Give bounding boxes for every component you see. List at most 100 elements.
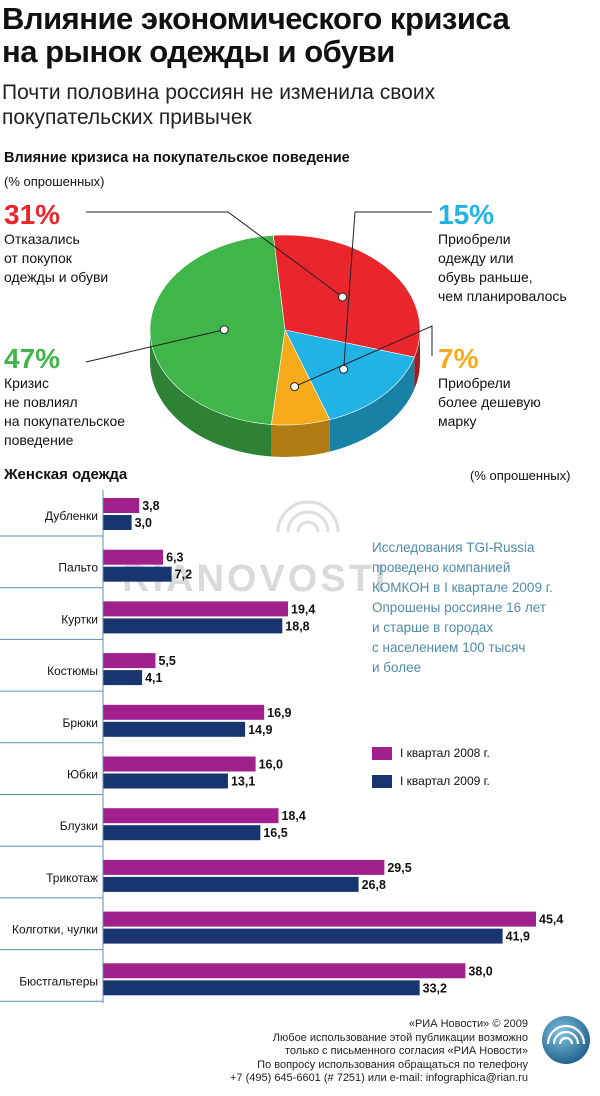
pie-label-cheaper-brand: 7% Приобрели более дешевую марку xyxy=(438,344,541,431)
pie-text-cheaper-brand: Приобрели более дешевую марку xyxy=(438,374,541,431)
pie-leader-line xyxy=(86,211,343,298)
pie-chart xyxy=(85,211,433,457)
bar-2008 xyxy=(103,704,265,720)
bar-chart-title: Женская одежда xyxy=(4,466,128,483)
pie-leader-dot xyxy=(290,382,300,392)
bar-value-label-2008: 18,4 xyxy=(281,809,305,823)
pie-slice-side xyxy=(271,419,330,457)
bar-value-label-2008: 3,8 xyxy=(142,499,159,513)
bar-category-label: Пальто xyxy=(58,561,98,575)
pie-slice-side xyxy=(329,357,415,452)
bar-chart-unit: (% опрошенных) xyxy=(470,468,571,483)
pie-text-line: Приобрели xyxy=(438,231,511,247)
pie-chart-title: Влияние кризиса на покупательское поведе… xyxy=(4,150,350,166)
bar-2008 xyxy=(103,911,536,927)
bar-2008 xyxy=(103,756,256,772)
bar-category-label: Юбки xyxy=(67,768,98,782)
bar-2008 xyxy=(103,859,385,875)
pie-leader-line xyxy=(343,211,432,370)
pie-text-line: одежды и обуви xyxy=(4,269,109,285)
pie-text-line: на покупательское xyxy=(4,413,126,429)
bar-value-label-2009: 33,2 xyxy=(423,981,447,995)
note-line: и более xyxy=(372,660,422,675)
bar-value-label-2008: 19,4 xyxy=(291,602,315,616)
bar-value-label-2008: 29,5 xyxy=(387,861,411,875)
bar-value-label-2009: 41,9 xyxy=(506,930,530,944)
bar-category-label: Колготки, чулки xyxy=(12,923,98,937)
pie-leader-line xyxy=(85,329,225,363)
bar-value-label-2009: 16,5 xyxy=(263,826,287,840)
pie-text-line: марку xyxy=(438,413,477,429)
note-line: с населением 100 тысяч xyxy=(372,640,526,655)
bar-category-label: Брюки xyxy=(62,716,98,730)
bar-value-label-2008: 16,0 xyxy=(259,758,283,772)
legend-swatch-2009 xyxy=(372,774,392,788)
bar-2009 xyxy=(103,618,283,634)
bar-category-label: Бюстгальтеры xyxy=(19,974,98,988)
pie-leader-dot xyxy=(219,325,229,335)
legend-label-2009: I квартал 2009 г. xyxy=(400,774,490,788)
bar-category-label: Костюмы xyxy=(47,664,98,678)
note-line: и старше в городах xyxy=(372,620,494,635)
pie-text-bought-earlier: Приобрели одежду или обувь раньше, чем п… xyxy=(438,230,567,306)
pie-text-line: обувь раньше, xyxy=(438,269,533,285)
pie-leader-line xyxy=(294,325,433,388)
note-line: Исследования TGI-Russia xyxy=(372,540,535,555)
pie-value-cheaper-brand: 7% xyxy=(438,343,479,374)
bar-category-label: Дубленки xyxy=(45,509,98,523)
bar-category-label: Блузки xyxy=(60,819,98,833)
pie-value-no-effect: 47% xyxy=(4,343,61,374)
footer-line: только с письменного согласия «РИА Новос… xyxy=(285,1045,528,1057)
pie-text-line: Отказались xyxy=(4,231,80,247)
survey-note: Исследования TGI-Russia проведено компан… xyxy=(372,538,597,678)
pie-text-line: Приобрели xyxy=(438,375,511,391)
bar-2008 xyxy=(103,963,466,979)
page-title: Влияние экономического кризиса на рынок … xyxy=(2,2,598,68)
pie-label-no-effect: 47% Кризис не повлиял на покупательское … xyxy=(4,344,125,450)
pie-chart-unit: (% опрошенных) xyxy=(4,174,105,189)
legend-item-2009: I квартал 2009 г. xyxy=(372,774,490,788)
pie-text-line: поведение xyxy=(4,432,74,448)
pie-value-bought-earlier: 15% xyxy=(438,199,495,230)
pie-text-line: Кризис xyxy=(4,375,50,391)
legend-label-2008: I квартал 2008 г. xyxy=(400,746,490,760)
subtitle-line-2: покупательских привычек xyxy=(2,106,252,129)
bar-chart: 3,8 3,0 Дубленки 6,3 7,2 Пальто 19,4 18,8 Куртки… xyxy=(0,490,563,1003)
bar-value-label-2008: 38,0 xyxy=(468,964,492,978)
bar-value-label-2009: 13,1 xyxy=(231,775,255,789)
bar-2008 xyxy=(103,808,279,824)
pie-text-no-effect: Кризис не повлиял на покупательское пове… xyxy=(4,374,125,450)
pie-label-refused: 31% Отказались от покупок одежды и обуви xyxy=(4,200,108,287)
legend-item-2008: I квартал 2008 г. xyxy=(372,746,490,760)
pie-text-line: не повлиял xyxy=(4,394,78,410)
pie-slice xyxy=(284,329,415,420)
bar-2008 xyxy=(103,549,164,565)
bar-category-label: Трикотаж xyxy=(46,871,98,885)
note-line: Опрошены россияне 16 лет xyxy=(372,600,547,615)
pie-slice xyxy=(149,235,286,425)
subtitle-line-1: Почти половина россиян не изменила своих xyxy=(2,81,436,104)
pie-text-line: более дешевую xyxy=(438,394,541,410)
note-line: КОМКОН в I квартале 2009 г. xyxy=(372,580,553,595)
bar-2009 xyxy=(103,928,503,944)
bar-2009 xyxy=(103,876,359,892)
ria-logo-icon xyxy=(542,1016,590,1064)
bar-value-label-2008: 16,9 xyxy=(267,706,291,720)
bar-value-label-2008: 45,4 xyxy=(539,913,563,927)
bar-value-label-2009: 7,2 xyxy=(175,568,192,582)
footer-line: По вопросу использования обращаться по т… xyxy=(257,1058,528,1071)
footer-line: Любое использование этой публикации возм… xyxy=(272,1031,528,1044)
bar-value-label-2008: 6,3 xyxy=(166,551,183,565)
bar-value-label-2009: 3,0 xyxy=(135,516,152,530)
bar-2009 xyxy=(103,515,132,530)
bar-category-label: Куртки xyxy=(61,612,98,626)
legend-swatch-2008 xyxy=(372,746,392,760)
title-line-1: Влияние экономического кризиса xyxy=(2,1,510,36)
pie-text-line: одежду или xyxy=(438,250,514,266)
footer-line: +7 (495) 645-6601 (# 7251) или e-mail: i… xyxy=(229,1072,528,1084)
bar-2008 xyxy=(103,653,156,669)
watermark-logo-icon xyxy=(276,500,340,533)
pie-value-refused: 31% xyxy=(4,199,61,230)
pie-label-bought-earlier: 15% Приобрели одежду или обувь раньше, ч… xyxy=(438,200,567,306)
bar-2009 xyxy=(103,566,172,582)
